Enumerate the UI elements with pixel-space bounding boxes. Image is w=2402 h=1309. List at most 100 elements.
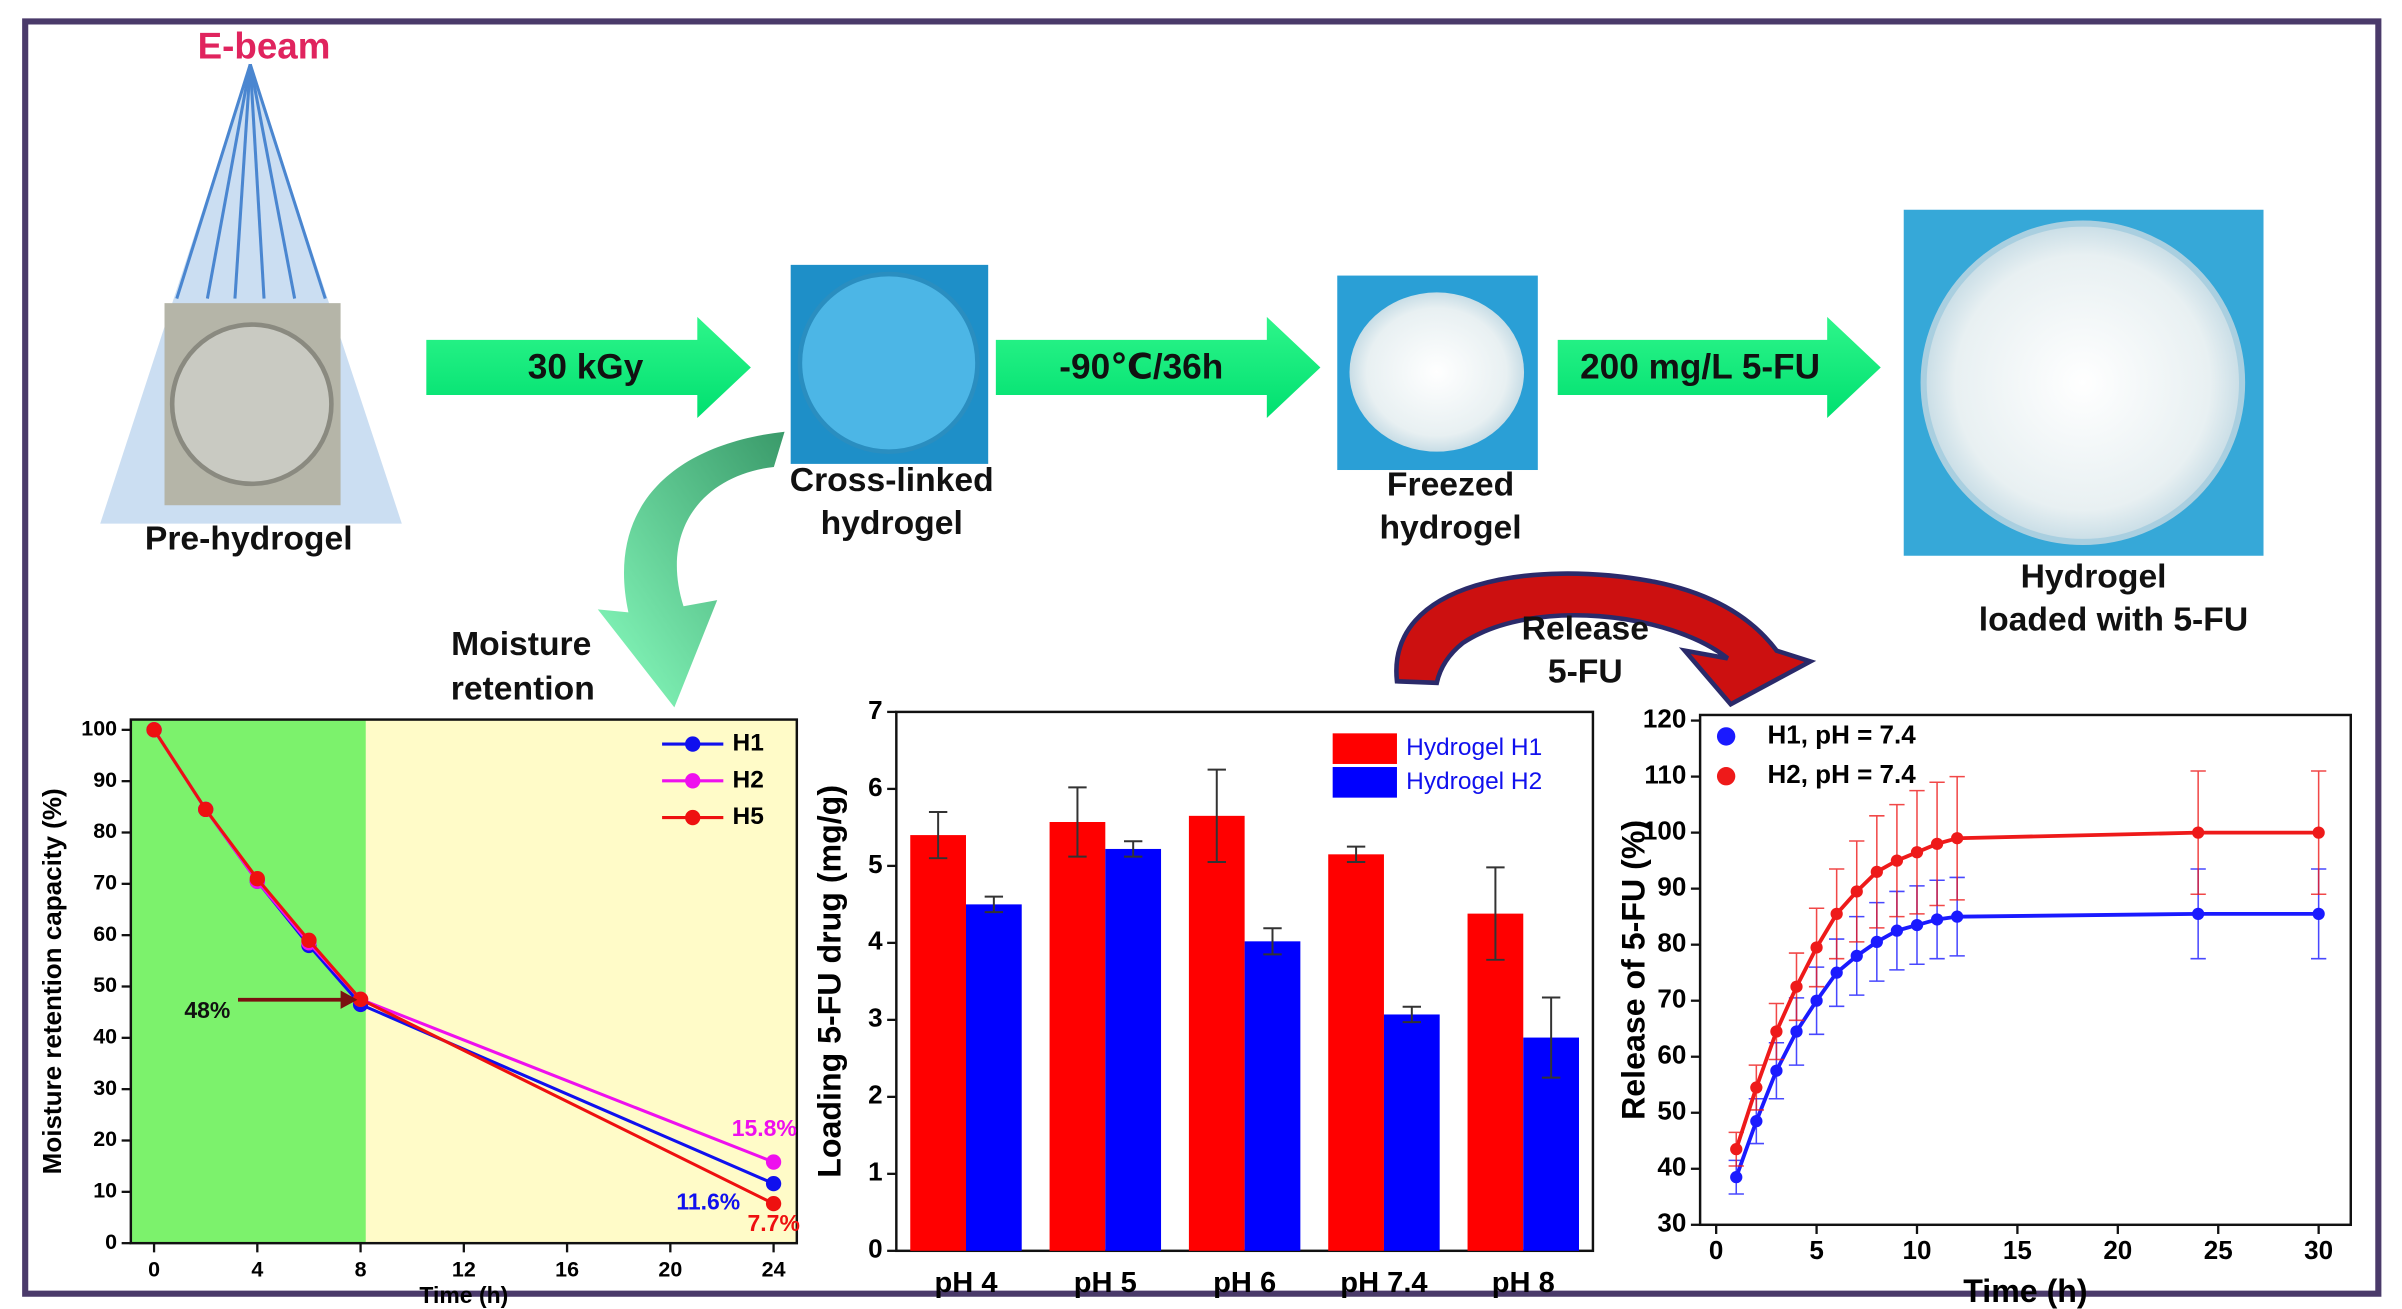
bar xyxy=(1189,816,1245,1251)
data-point xyxy=(2313,827,2325,839)
data-point xyxy=(1730,1143,1742,1155)
annotation: 15.8% xyxy=(732,1115,797,1141)
y-tick-label: 40 xyxy=(93,1024,117,1048)
pre-hydrogel-disc xyxy=(172,325,331,484)
x-tick-label: 4 xyxy=(251,1257,263,1281)
legend-label: H1, pH = 7.4 xyxy=(1767,719,1916,749)
data-point xyxy=(250,871,265,886)
data-point xyxy=(1951,911,1963,923)
bar xyxy=(1468,914,1524,1251)
data-point xyxy=(1851,885,1863,897)
annotation: 11.6% xyxy=(676,1188,740,1214)
legend-swatch xyxy=(1333,733,1397,764)
y-tick-label: 60 xyxy=(93,922,117,946)
loaded-disc xyxy=(1924,224,2242,542)
y-tick-label: 90 xyxy=(1657,872,1686,902)
data-point xyxy=(1931,838,1943,850)
y-tick-label: 90 xyxy=(93,768,117,792)
legend-marker xyxy=(1717,767,1735,785)
x-tick-label: 30 xyxy=(2304,1235,2333,1265)
data-point xyxy=(1911,919,1923,931)
y-tick-label: 2 xyxy=(868,1080,882,1110)
data-point xyxy=(1931,913,1943,925)
data-point xyxy=(1851,950,1863,962)
bar xyxy=(966,904,1022,1250)
loaded-label: loaded with 5-FU xyxy=(1979,601,2248,638)
y-tick-label: 60 xyxy=(1657,1040,1686,1070)
data-point xyxy=(1831,908,1843,920)
x-tick-label: 5 xyxy=(1809,1235,1823,1265)
legend-label: H2, pH = 7.4 xyxy=(1767,759,1916,789)
release-label: Release xyxy=(1522,611,1649,648)
y-axis-label: Loading 5-FU drug (mg/g) xyxy=(812,785,848,1178)
y-tick-label: 30 xyxy=(1657,1208,1686,1238)
data-point xyxy=(1951,832,1963,844)
data-point xyxy=(2313,908,2325,920)
y-tick-label: 110 xyxy=(1644,759,1686,789)
y-tick-label: 20 xyxy=(93,1127,117,1151)
x-tick-label: 16 xyxy=(555,1257,579,1281)
release-label: 5-FU xyxy=(1548,654,1623,691)
cross-linked-label: hydrogel xyxy=(821,505,963,542)
x-tick-label: 15 xyxy=(2003,1235,2032,1265)
legend-marker xyxy=(1717,727,1735,745)
x-tick-label: 0 xyxy=(1709,1235,1723,1265)
cross-linked-disc xyxy=(800,274,978,452)
legend-swatch xyxy=(1333,767,1397,798)
moisture-label: Moisture xyxy=(451,626,591,663)
data-point xyxy=(1750,1081,1762,1093)
graphical-abstract: E-beam Pre-hydrogel 30 kGy -90℃/36h 200 … xyxy=(0,0,2402,1309)
data-point xyxy=(1891,855,1903,867)
data-point xyxy=(766,1154,781,1169)
step-label: 200 mg/L 5-FU xyxy=(1580,347,1820,386)
data-point xyxy=(1730,1171,1742,1183)
x-tick-label: pH 6 xyxy=(1213,1267,1276,1299)
freezed-label: Freezed xyxy=(1387,467,1514,504)
data-point xyxy=(198,802,213,817)
y-tick-label: 5 xyxy=(868,849,882,879)
y-tick-label: 30 xyxy=(93,1076,117,1100)
page: {"diagram": {"ebeam": "E-beam", "pre_hyd… xyxy=(0,0,2402,1309)
y-tick-label: 0 xyxy=(868,1234,882,1264)
x-tick-label: pH 5 xyxy=(1074,1267,1137,1299)
data-point xyxy=(1770,1025,1782,1037)
pre-hydrogel-label: Pre-hydrogel xyxy=(145,520,353,557)
data-point xyxy=(1790,981,1802,993)
x-tick-label: 10 xyxy=(1903,1235,1932,1265)
moisture-label: retention xyxy=(451,670,595,707)
data-point xyxy=(1810,941,1822,953)
bar xyxy=(1384,1014,1440,1250)
y-tick-label: 6 xyxy=(868,772,882,802)
legend-marker xyxy=(685,736,700,751)
x-tick-label: 0 xyxy=(148,1257,160,1281)
data-point xyxy=(1810,995,1822,1007)
data-point xyxy=(2192,908,2204,920)
legend-label: Hydrogel H2 xyxy=(1406,768,1542,795)
data-point xyxy=(1871,936,1883,948)
data-point xyxy=(2192,827,2204,839)
y-tick-label: 4 xyxy=(868,926,883,956)
y-tick-label: 100 xyxy=(81,716,117,740)
y-tick-label: 80 xyxy=(1657,928,1686,958)
step-label: -90℃/36h xyxy=(1059,347,1223,386)
data-point xyxy=(1911,846,1923,858)
y-tick-label: 40 xyxy=(1657,1152,1686,1182)
x-tick-label: 12 xyxy=(452,1257,476,1281)
x-tick-label: 8 xyxy=(355,1257,367,1281)
legend-label: H1 xyxy=(733,730,764,757)
y-tick-label: 50 xyxy=(93,973,117,997)
y-tick-label: 3 xyxy=(868,1003,882,1033)
y-axis-label: Release of 5-FU (%) xyxy=(1615,820,1651,1120)
data-point xyxy=(301,933,316,948)
data-point xyxy=(766,1176,781,1191)
annotation: 7.7% xyxy=(748,1210,800,1236)
bar xyxy=(1050,822,1106,1251)
data-point xyxy=(146,722,161,737)
bar xyxy=(910,835,966,1251)
data-point xyxy=(1790,1025,1802,1037)
y-tick-label: 70 xyxy=(1657,984,1686,1014)
legend-label: Hydrogel H1 xyxy=(1406,734,1542,761)
x-tick-label: pH 8 xyxy=(1492,1267,1555,1299)
x-axis-label: Time (h) xyxy=(419,1282,508,1308)
y-axis-label: Moisture retention capacity (%) xyxy=(37,788,67,1174)
